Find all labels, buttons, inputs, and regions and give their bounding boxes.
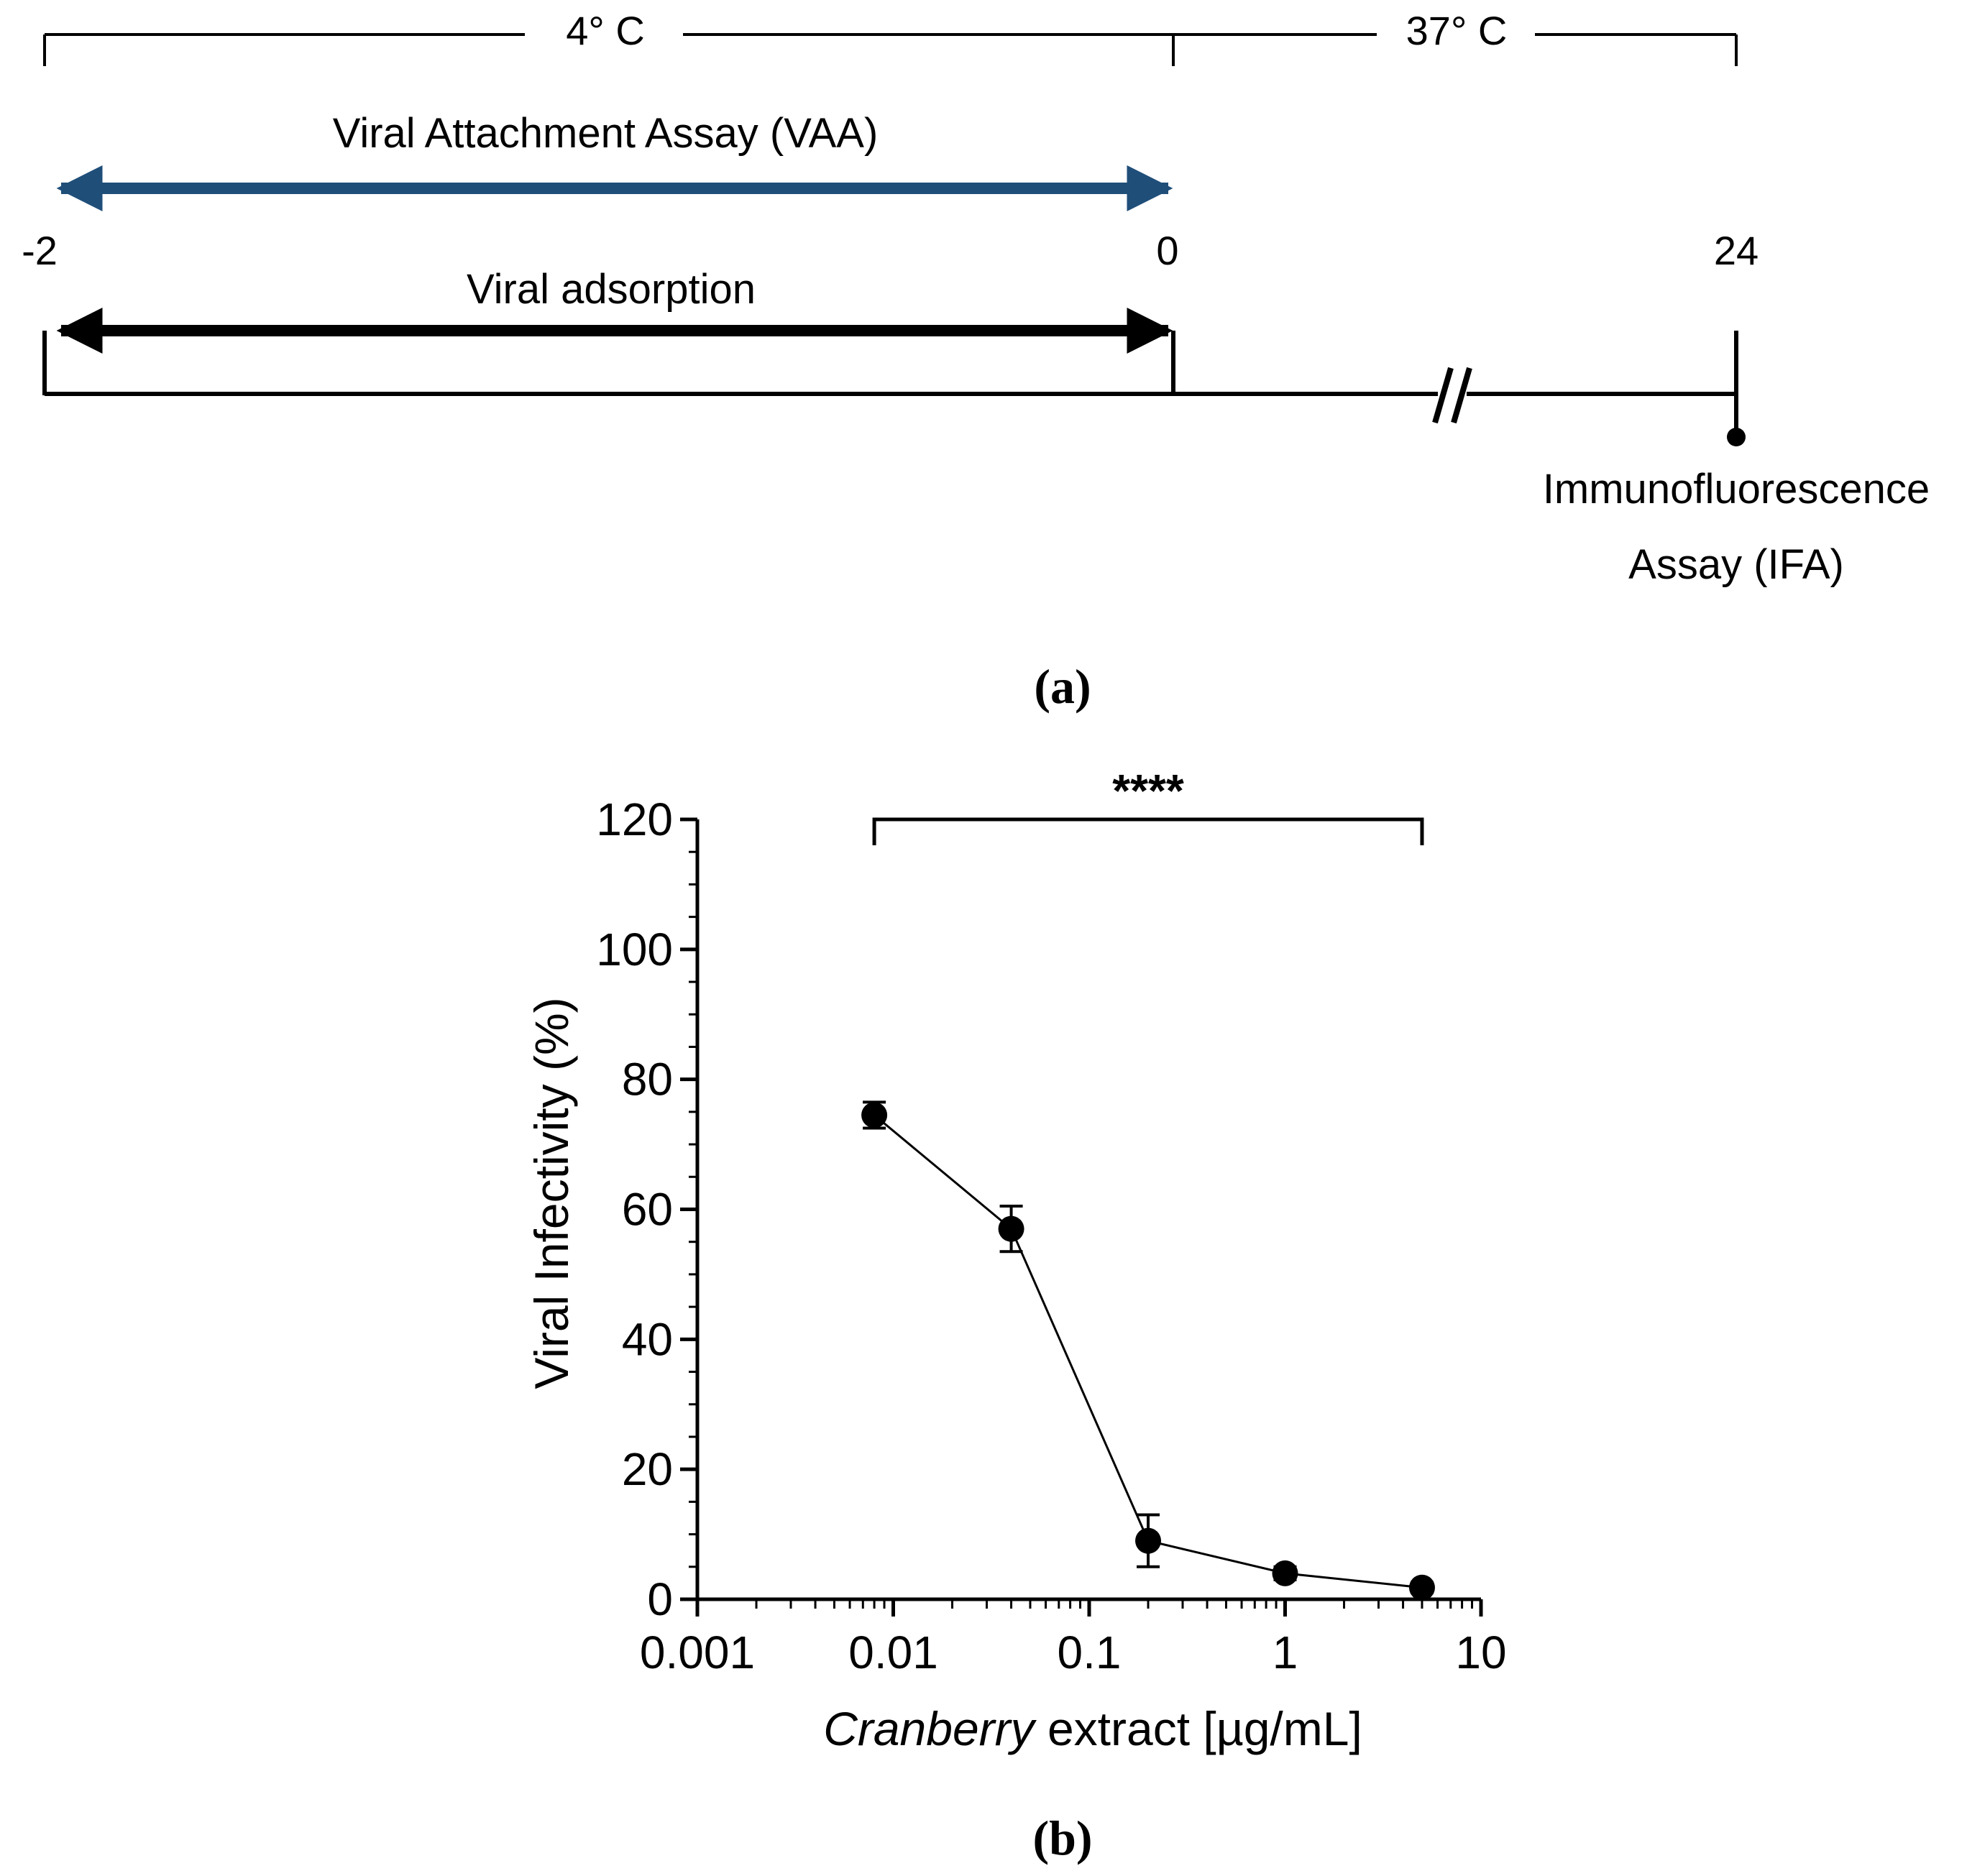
chart-ticks: 0 20 40 60 80 100 120 0.001 0.01 0.1 1 10 (596, 794, 1506, 1678)
x-tick-label: 1 (1273, 1627, 1298, 1678)
caption-a: (a) (1034, 659, 1091, 714)
caption-b: (b) (1032, 1811, 1092, 1865)
ifa-label-line2: Assay (IFA) (1628, 541, 1844, 588)
x-axis-label-italic: Cranberry (823, 1702, 1037, 1755)
ifa-label-line1: Immunofluorescence (1543, 466, 1930, 512)
y-tick-label: 40 (622, 1313, 673, 1365)
data-point (861, 1102, 888, 1128)
x-tick-label: 0.1 (1058, 1627, 1122, 1678)
y-tick-label: 0 (647, 1573, 673, 1625)
temperature-bracket (43, 33, 1738, 66)
panel-a-timeline: 4° C 37° C Viral Attachment Assay (VAA) … (22, 8, 1930, 714)
ifa-endpoint-dot (1727, 428, 1746, 446)
y-tick-label: 100 (596, 924, 673, 975)
temp-warm-label: 37° C (1406, 8, 1508, 53)
time-end-label: 24 (1714, 228, 1759, 273)
data-point (1408, 1574, 1435, 1601)
adsorption-label: Viral adsorption (467, 266, 756, 313)
y-axis-label: Viral Infectivity (%) (525, 997, 578, 1389)
data-point (998, 1215, 1024, 1242)
time-zero-label: 0 (1156, 228, 1178, 273)
axis-break-icon (1432, 367, 1472, 424)
x-tick-label: 0.001 (640, 1627, 755, 1678)
significance-label: **** (1112, 765, 1184, 817)
vaa-label: Viral Attachment Assay (VAA) (333, 110, 879, 157)
y-tick-label: 20 (622, 1443, 673, 1495)
panel-b-chart: 0 20 40 60 80 100 120 0.001 0.01 0.1 1 10 **** Vira… (525, 765, 1507, 1865)
temp-cold-label: 4° C (566, 8, 645, 53)
x-axis-label: Cranberry extract [µg/mL] (823, 1702, 1362, 1755)
data-point (1135, 1527, 1162, 1554)
x-tick-label: 0.01 (848, 1627, 938, 1678)
data-point (1272, 1560, 1298, 1586)
chart-axes (695, 819, 1481, 1601)
y-tick-label: 120 (596, 794, 673, 845)
y-tick-label: 60 (622, 1184, 673, 1236)
x-axis-label-rest: extract [µg/mL] (1035, 1702, 1362, 1755)
chart-series (861, 1100, 1435, 1601)
significance-bracket: **** (872, 765, 1424, 845)
x-tick-label: 10 (1455, 1627, 1506, 1678)
timeline-axis (42, 331, 1738, 437)
y-tick-label: 80 (622, 1054, 673, 1105)
time-start-label: -2 (22, 228, 58, 273)
bracket-line (872, 817, 1424, 845)
